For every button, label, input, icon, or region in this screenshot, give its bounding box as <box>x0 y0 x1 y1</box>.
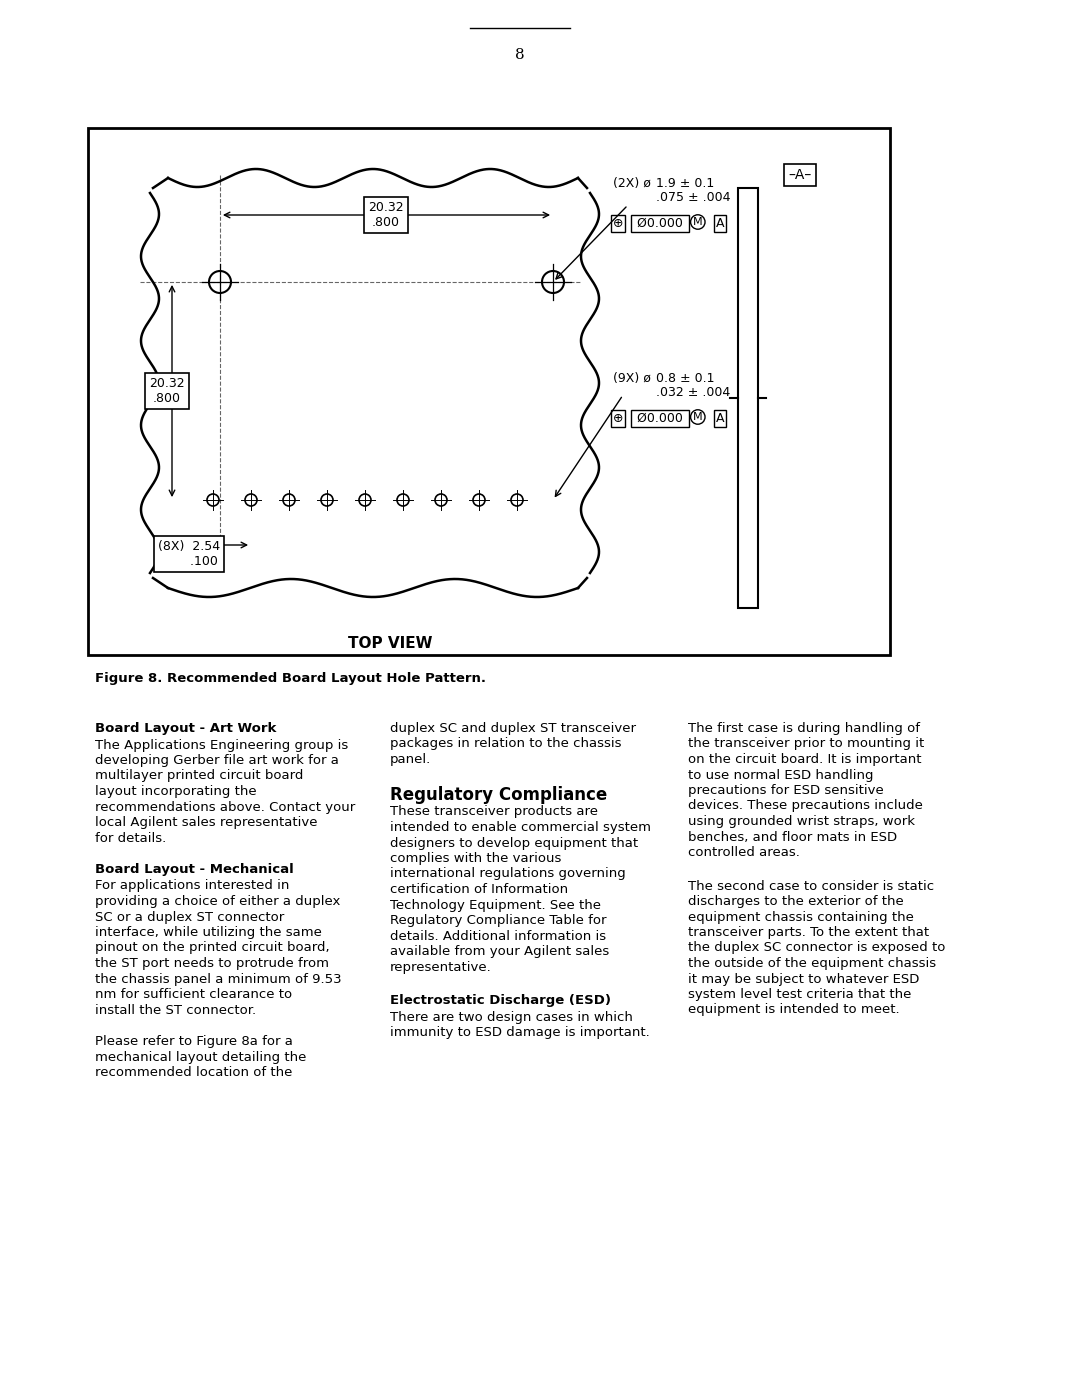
Text: These transceiver products are: These transceiver products are <box>390 806 598 819</box>
Text: layout incorporating the: layout incorporating the <box>95 785 257 798</box>
Text: interface, while utilizing the same: interface, while utilizing the same <box>95 926 322 939</box>
Text: panel.: panel. <box>390 753 431 766</box>
Text: controlled areas.: controlled areas. <box>688 847 800 859</box>
Text: benches, and floor mats in ESD: benches, and floor mats in ESD <box>688 830 897 844</box>
Text: 20.32
.800: 20.32 .800 <box>368 201 404 229</box>
Text: Figure 8. Recommended Board Layout Hole Pattern.: Figure 8. Recommended Board Layout Hole … <box>95 672 486 685</box>
Text: equipment is intended to meet.: equipment is intended to meet. <box>688 1003 900 1017</box>
Text: mechanical layout detailing the: mechanical layout detailing the <box>95 1051 307 1063</box>
Text: developing Gerber file art work for a: developing Gerber file art work for a <box>95 754 339 767</box>
Text: recommendations above. Contact your: recommendations above. Contact your <box>95 800 355 813</box>
Text: A: A <box>716 217 725 231</box>
Text: 20.32
.800: 20.32 .800 <box>149 377 185 405</box>
Text: The first case is during handling of: The first case is during handling of <box>688 722 920 735</box>
Text: .032 ± .004: .032 ± .004 <box>656 386 730 400</box>
Text: system level test criteria that the: system level test criteria that the <box>688 988 912 1002</box>
Text: transceiver parts. To the extent that: transceiver parts. To the extent that <box>688 926 929 939</box>
Text: recommended location of the: recommended location of the <box>95 1066 293 1078</box>
Bar <box>87 129 890 655</box>
Text: pinout on the printed circuit board,: pinout on the printed circuit board, <box>95 942 329 954</box>
Text: install the ST connector.: install the ST connector. <box>95 1003 256 1017</box>
Text: for details.: for details. <box>95 831 166 845</box>
Text: M: M <box>693 217 703 226</box>
Text: The Applications Engineering group is: The Applications Engineering group is <box>95 739 348 752</box>
Text: available from your Agilent sales: available from your Agilent sales <box>390 944 609 958</box>
Text: Technology Equipment. See the: Technology Equipment. See the <box>390 898 600 911</box>
Text: For applications interested in: For applications interested in <box>95 880 289 893</box>
Text: M: M <box>693 412 703 422</box>
Text: TOP VIEW: TOP VIEW <box>348 636 432 651</box>
Text: the chassis panel a minimum of 9.53: the chassis panel a minimum of 9.53 <box>95 972 341 985</box>
Bar <box>738 189 758 608</box>
Text: providing a choice of either a duplex: providing a choice of either a duplex <box>95 895 340 908</box>
Text: A: A <box>716 412 725 425</box>
Text: SC or a duplex ST connector: SC or a duplex ST connector <box>95 911 284 923</box>
Text: 1.9 ± 0.1: 1.9 ± 0.1 <box>656 177 714 190</box>
Text: on the circuit board. It is important: on the circuit board. It is important <box>688 753 921 766</box>
Text: representative.: representative. <box>390 961 491 974</box>
Text: multilayer printed circuit board: multilayer printed circuit board <box>95 770 303 782</box>
Text: to use normal ESD handling: to use normal ESD handling <box>688 768 874 781</box>
Text: precautions for ESD sensitive: precautions for ESD sensitive <box>688 784 883 798</box>
Text: ⊕: ⊕ <box>613 217 623 231</box>
Text: duplex SC and duplex ST transceiver: duplex SC and duplex ST transceiver <box>390 722 636 735</box>
Text: using grounded wrist straps, work: using grounded wrist straps, work <box>688 814 915 828</box>
Text: (2X) ø: (2X) ø <box>613 177 651 190</box>
Text: the ST port needs to protrude from: the ST port needs to protrude from <box>95 957 329 970</box>
Text: There are two design cases in which: There are two design cases in which <box>390 1010 633 1024</box>
Text: the duplex SC connector is exposed to: the duplex SC connector is exposed to <box>688 942 945 954</box>
Text: (9X) ø: (9X) ø <box>613 372 651 386</box>
Text: Electrostatic Discharge (ESD): Electrostatic Discharge (ESD) <box>390 995 611 1007</box>
Text: complies with the various: complies with the various <box>390 852 562 865</box>
Text: Board Layout - Mechanical: Board Layout - Mechanical <box>95 863 294 876</box>
Text: intended to enable commercial system: intended to enable commercial system <box>390 821 651 834</box>
Text: nm for sufficient clearance to: nm for sufficient clearance to <box>95 988 292 1002</box>
Text: The second case to consider is static: The second case to consider is static <box>688 880 934 893</box>
Text: Ø0.000: Ø0.000 <box>633 217 687 231</box>
Text: local Agilent sales representative: local Agilent sales representative <box>95 816 318 828</box>
Text: details. Additional information is: details. Additional information is <box>390 929 606 943</box>
Text: devices. These precautions include: devices. These precautions include <box>688 799 923 813</box>
Text: (8X)  2.54
        .100: (8X) 2.54 .100 <box>158 541 220 569</box>
Text: Ø0.000: Ø0.000 <box>633 412 687 425</box>
Text: ⊕: ⊕ <box>613 412 623 425</box>
Text: .075 ± .004: .075 ± .004 <box>656 191 730 204</box>
Text: 0.8 ± 0.1: 0.8 ± 0.1 <box>656 372 715 386</box>
Text: Board Layout - Art Work: Board Layout - Art Work <box>95 722 276 735</box>
Text: –A–: –A– <box>788 168 812 182</box>
Text: Regulatory Compliance: Regulatory Compliance <box>390 787 607 805</box>
Text: packages in relation to the chassis: packages in relation to the chassis <box>390 738 621 750</box>
Text: immunity to ESD damage is important.: immunity to ESD damage is important. <box>390 1025 650 1039</box>
Text: the transceiver prior to mounting it: the transceiver prior to mounting it <box>688 738 924 750</box>
Text: the outside of the equipment chassis: the outside of the equipment chassis <box>688 957 936 970</box>
Text: it may be subject to whatever ESD: it may be subject to whatever ESD <box>688 972 919 985</box>
Text: Regulatory Compliance Table for: Regulatory Compliance Table for <box>390 914 607 928</box>
Text: designers to develop equipment that: designers to develop equipment that <box>390 837 638 849</box>
Text: equipment chassis containing the: equipment chassis containing the <box>688 911 914 923</box>
Text: Please refer to Figure 8a for a: Please refer to Figure 8a for a <box>95 1035 293 1048</box>
Text: discharges to the exterior of the: discharges to the exterior of the <box>688 895 904 908</box>
Text: international regulations governing: international regulations governing <box>390 868 625 880</box>
Text: 8: 8 <box>515 47 525 61</box>
Text: certification of Information: certification of Information <box>390 883 568 895</box>
